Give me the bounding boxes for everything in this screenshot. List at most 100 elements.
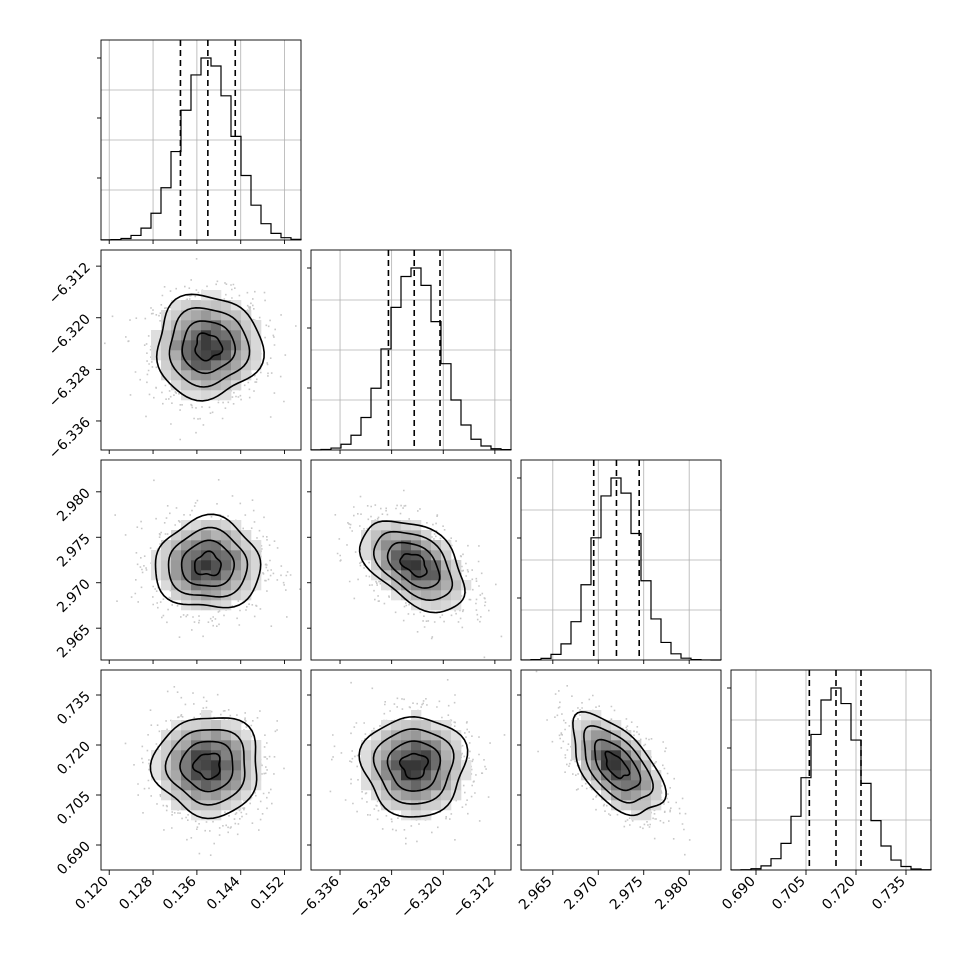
density-cell: [231, 570, 242, 581]
density-cell: [181, 360, 192, 371]
density-cell: [201, 520, 212, 531]
density-cell: [211, 340, 222, 351]
density-cell: [241, 590, 252, 601]
density-cell: [241, 370, 252, 381]
contour-1: [593, 738, 642, 792]
density-cell: [231, 760, 242, 771]
density-cell: [221, 590, 232, 601]
density-cell: [181, 780, 192, 791]
density-cell: [641, 780, 652, 791]
x-tick-label: 0.120: [72, 874, 112, 914]
density-cell: [191, 390, 202, 401]
density-cell: [201, 530, 212, 541]
density-cell: [631, 800, 642, 811]
density-cell: [211, 740, 222, 751]
density-cell: [451, 730, 462, 741]
density-cell: [231, 720, 242, 731]
density-cell: [211, 360, 222, 371]
density-cell: [651, 770, 662, 781]
density-cell: [191, 350, 202, 361]
density-cell: [391, 780, 402, 791]
density-cell: [231, 530, 242, 541]
density-cell: [211, 550, 222, 561]
density-cell: [571, 730, 582, 741]
contour-2: [167, 526, 249, 598]
contour-3: [154, 513, 262, 609]
density-cell: [151, 750, 162, 761]
density-cell: [231, 360, 242, 371]
density-cell: [211, 330, 222, 341]
density-cell: [181, 800, 192, 811]
density-cell: [161, 740, 172, 751]
density-cell: [451, 570, 462, 581]
density-cell: [431, 790, 442, 801]
y-tick-label: 0.690: [54, 839, 94, 879]
density-cell: [161, 780, 172, 791]
density-cell: [381, 780, 392, 791]
density-cell: [161, 360, 172, 371]
density-cell: [391, 730, 402, 741]
density-cell: [201, 560, 212, 571]
density-cell: [651, 790, 662, 801]
density-cell: [421, 750, 432, 761]
x-tick-label: 0.705: [769, 874, 809, 914]
density-cell: [401, 750, 412, 761]
density-cell: [421, 730, 432, 741]
density-cell: [221, 380, 232, 391]
density-cell: [181, 720, 192, 731]
density-cell: [171, 750, 182, 761]
density-cell: [391, 540, 402, 551]
density-cell: [361, 750, 372, 761]
density-cell: [171, 550, 182, 561]
density-cell: [401, 570, 412, 581]
density-cell: [441, 570, 452, 581]
contour-3: [155, 293, 265, 402]
histogram-step-line: [520, 477, 722, 661]
density-cell: [251, 540, 262, 551]
density-cell: [191, 550, 202, 561]
density-cell: [621, 730, 632, 741]
density-cell: [221, 340, 232, 351]
y-tick-label: 2.975: [54, 531, 94, 571]
density-cell: [431, 780, 442, 791]
density-cell: [421, 720, 432, 731]
density-cell: [241, 330, 252, 341]
density-cell: [201, 550, 212, 561]
density-cell: [371, 760, 382, 771]
density-cell: [231, 330, 242, 341]
contour-2: [583, 725, 654, 804]
density-cell: [171, 590, 182, 601]
density-cell: [201, 570, 212, 581]
density-cell: [251, 360, 262, 371]
density-cell: [201, 320, 212, 331]
contour-2: [164, 728, 246, 806]
density-cell: [241, 360, 252, 371]
panel-frame: [100, 669, 302, 871]
density-cell: [621, 740, 632, 751]
density-cell: [201, 380, 212, 391]
density-cell: [181, 380, 192, 391]
density-cell: [441, 730, 452, 741]
density-cell: [381, 760, 392, 771]
density-cell: [201, 760, 212, 771]
density-cell: [371, 750, 382, 761]
density-cell: [171, 800, 182, 811]
density-cell: [451, 790, 462, 801]
density-cell: [211, 380, 222, 391]
density-cell: [231, 520, 242, 531]
density-cell: [211, 760, 222, 771]
density-cell: [231, 550, 242, 561]
density-cell: [171, 560, 182, 571]
density-cell: [181, 540, 192, 551]
density-cell: [411, 720, 422, 731]
density-cell: [201, 350, 212, 361]
density-cell: [211, 320, 222, 331]
density-panel-3-0: [100, 669, 302, 871]
density-cell: [411, 750, 422, 761]
density-cell: [211, 540, 222, 551]
x-tick-label: −6.312: [450, 874, 498, 922]
density-cell: [251, 560, 262, 571]
density-cell: [231, 340, 242, 351]
density-cell: [411, 790, 422, 801]
density-cell: [401, 810, 412, 821]
